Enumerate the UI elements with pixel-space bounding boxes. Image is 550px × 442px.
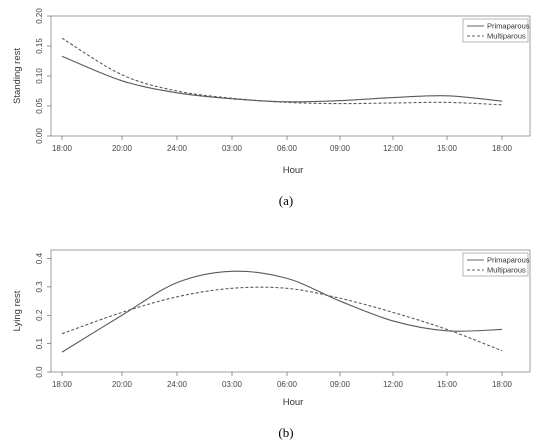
x-tick-label: 24:00	[167, 380, 188, 389]
x-tick-label: 18:00	[52, 380, 73, 389]
chart-panel-a: 0.00 0.05 0.10 0.15 0.20 18:00 20:00 24:00 03:0…	[12, 8, 531, 208]
y-tick-label: 0.10	[35, 68, 44, 84]
x-axis: 18:00 20:00 24:00 03:00 06:00 09:00 12:00 15:00…	[52, 136, 513, 153]
y-tick-label: 0.05	[35, 98, 44, 114]
x-tick-label: 24:00	[167, 144, 188, 153]
x-tick-label: 06:00	[277, 144, 298, 153]
x-tick-label: 03:00	[222, 380, 243, 389]
series-line-multiparous	[61, 37, 503, 106]
series-line-multiparous	[61, 286, 503, 352]
x-tick-label: 18:00	[492, 380, 513, 389]
y-axis-label: Lying rest	[12, 290, 23, 331]
y-tick-label: 0.20	[35, 8, 44, 24]
x-tick-label: 20:00	[112, 380, 133, 389]
x-tick-label: 09:00	[330, 144, 351, 153]
x-tick-label: 09:00	[330, 380, 351, 389]
plot-area-frame	[50, 15, 531, 137]
series-line-primaparous	[61, 270, 503, 353]
x-axis-label: Hour	[283, 397, 304, 408]
x-axis-label: Hour	[283, 165, 304, 176]
panel-caption-b: (b)	[278, 425, 293, 440]
y-tick-label: 0.2	[35, 309, 44, 321]
y-axis: 0.00 0.05 0.10 0.15 0.20	[35, 8, 51, 144]
series-lines	[61, 37, 503, 106]
y-tick-label: 0.3	[35, 281, 44, 293]
y-tick-label: 0.15	[35, 38, 44, 54]
x-tick-label: 15:00	[437, 144, 458, 153]
y-axis-label: Standing rest	[12, 48, 23, 104]
x-tick-label: 18:00	[52, 144, 73, 153]
series-lines	[61, 270, 503, 353]
x-tick-label: 03:00	[222, 144, 243, 153]
x-tick-label: 20:00	[112, 144, 133, 153]
panel-caption-a: (a)	[279, 193, 293, 208]
x-axis: 18:00 20:00 24:00 03:00 06:00 09:00 12:00 15:00…	[52, 372, 513, 389]
legend-label-primaparous: Primaparous	[487, 22, 530, 31]
x-tick-label: 18:00	[492, 144, 513, 153]
x-tick-label: 15:00	[437, 380, 458, 389]
y-tick-label: 0.4	[35, 252, 44, 264]
y-axis: 0.0 0.1 0.2 0.3 0.4	[35, 252, 51, 378]
x-tick-label: 12:00	[383, 380, 404, 389]
y-tick-label: 0.00	[35, 128, 44, 144]
plot-area-frame	[50, 249, 531, 373]
legend-label-multiparous: Multiparous	[487, 32, 526, 41]
y-tick-label: 0.1	[35, 338, 44, 350]
legend: Primaparous Multiparous	[462, 18, 530, 43]
series-line-primaparous	[61, 55, 503, 103]
x-tick-label: 12:00	[383, 144, 404, 153]
chart-panel-b: 0.0 0.1 0.2 0.3 0.4 18:00 20:00 24:00 03:00 06:0…	[12, 249, 531, 440]
x-tick-label: 06:00	[277, 380, 298, 389]
y-tick-label: 0.0	[35, 366, 44, 378]
legend-label-multiparous: Multiparous	[487, 266, 526, 275]
legend: Primaparous Multiparous	[462, 252, 530, 277]
legend-label-primaparous: Primaparous	[487, 256, 530, 265]
